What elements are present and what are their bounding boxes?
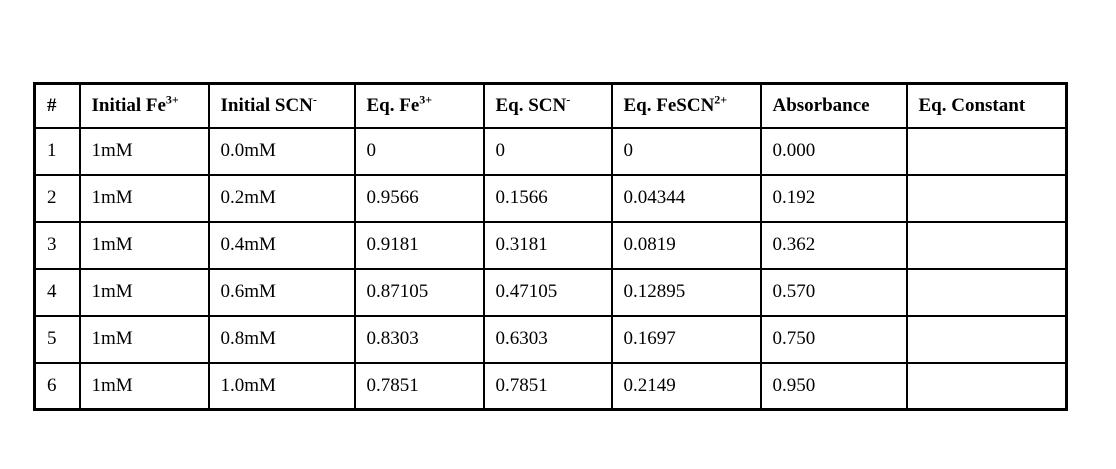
cell-initial-fe: 1mM xyxy=(78,361,210,411)
cell-initial-scn: 0.2mM xyxy=(207,173,356,223)
column-header-label: Eq. Fe xyxy=(366,94,420,116)
column-header-absorbance: Absorbance xyxy=(759,82,908,129)
cell-eq-fescn: 0.2149 xyxy=(610,361,762,411)
cell-eq-scn: 0.3181 xyxy=(482,220,613,270)
table-header: # Initial Fe3+ Initial SCN- Eq. Fe3+ Eq. SCN… xyxy=(33,82,1068,129)
cell-eq-fe: 0.9566 xyxy=(353,173,485,223)
cell-initial-fe: 1mM xyxy=(78,314,210,364)
cell-eq-constant xyxy=(905,173,1068,223)
cell-absorbance: 0.000 xyxy=(759,126,908,176)
cell-initial-scn: 0.8mM xyxy=(207,314,356,364)
cell-eq-fescn: 0.0819 xyxy=(610,220,762,270)
column-header-superscript: 2+ xyxy=(714,92,728,107)
column-header-eq-fescn: Eq. FeSCN2+ xyxy=(610,82,762,129)
cell-num: 1 xyxy=(33,126,81,176)
cell-eq-scn: 0.47105 xyxy=(482,267,613,317)
cell-eq-fe: 0.7851 xyxy=(353,361,485,411)
column-header-label: # xyxy=(47,94,57,116)
column-header-label: Initial Fe xyxy=(91,94,166,116)
table-row: 5 1mM 0.8mM 0.8303 0.6303 0.1697 0.750 xyxy=(33,314,1068,364)
cell-num: 3 xyxy=(33,220,81,270)
cell-eq-scn: 0.7851 xyxy=(482,361,613,411)
table-row: 4 1mM 0.6mM 0.87105 0.47105 0.12895 0.570 xyxy=(33,267,1068,317)
equilibrium-data-table: # Initial Fe3+ Initial SCN- Eq. Fe3+ Eq. SCN… xyxy=(33,82,1068,411)
cell-eq-constant xyxy=(905,361,1068,411)
cell-num: 2 xyxy=(33,173,81,223)
cell-eq-fe: 0.9181 xyxy=(353,220,485,270)
cell-eq-fe: 0.87105 xyxy=(353,267,485,317)
cell-eq-scn: 0.1566 xyxy=(482,173,613,223)
cell-initial-scn: 0.6mM xyxy=(207,267,356,317)
cell-absorbance: 0.950 xyxy=(759,361,908,411)
cell-initial-fe: 1mM xyxy=(78,126,210,176)
cell-eq-fescn: 0.04344 xyxy=(610,173,762,223)
cell-initial-scn: 1.0mM xyxy=(207,361,356,411)
column-header-label: Eq. SCN xyxy=(495,94,567,116)
cell-initial-fe: 1mM xyxy=(78,173,210,223)
cell-num: 5 xyxy=(33,314,81,364)
cell-eq-fescn: 0.12895 xyxy=(610,267,762,317)
table-body: 1 1mM 0.0mM 0 0 0 0.000 2 1mM 0.2mM 0.9566 0.1566 0.… xyxy=(33,126,1068,411)
cell-initial-fe: 1mM xyxy=(78,267,210,317)
cell-eq-constant xyxy=(905,220,1068,270)
cell-absorbance: 0.570 xyxy=(759,267,908,317)
cell-initial-fe: 1mM xyxy=(78,220,210,270)
cell-absorbance: 0.192 xyxy=(759,173,908,223)
cell-initial-scn: 0.0mM xyxy=(207,126,356,176)
cell-eq-fescn: 0.1697 xyxy=(610,314,762,364)
cell-eq-fescn: 0 xyxy=(610,126,762,176)
table-row: 1 1mM 0.0mM 0 0 0 0.000 xyxy=(33,126,1068,176)
column-header-label: Eq. FeSCN xyxy=(623,94,715,116)
table-row: 6 1mM 1.0mM 0.7851 0.7851 0.2149 0.950 xyxy=(33,361,1068,411)
column-header-label: Initial SCN xyxy=(220,94,313,116)
cell-absorbance: 0.362 xyxy=(759,220,908,270)
column-header-label: Absorbance xyxy=(772,94,870,116)
column-header-num: # xyxy=(33,82,81,129)
column-header-superscript: - xyxy=(566,92,571,107)
column-header-eq-fe: Eq. Fe3+ xyxy=(353,82,485,129)
column-header-superscript: 3+ xyxy=(165,92,179,107)
cell-eq-scn: 0.6303 xyxy=(482,314,613,364)
column-header-label: Eq. Constant xyxy=(918,94,1026,116)
cell-eq-constant xyxy=(905,267,1068,317)
cell-eq-constant xyxy=(905,126,1068,176)
cell-eq-constant xyxy=(905,314,1068,364)
column-header-initial-scn: Initial SCN- xyxy=(207,82,356,129)
cell-eq-fe: 0 xyxy=(353,126,485,176)
table-row: 2 1mM 0.2mM 0.9566 0.1566 0.04344 0.192 xyxy=(33,173,1068,223)
cell-num: 4 xyxy=(33,267,81,317)
cell-eq-scn: 0 xyxy=(482,126,613,176)
column-header-superscript: 3+ xyxy=(419,92,433,107)
header-row: # Initial Fe3+ Initial SCN- Eq. Fe3+ Eq. SCN… xyxy=(33,82,1068,129)
cell-eq-fe: 0.8303 xyxy=(353,314,485,364)
column-header-eq-constant: Eq. Constant xyxy=(905,82,1068,129)
column-header-eq-scn: Eq. SCN- xyxy=(482,82,613,129)
cell-absorbance: 0.750 xyxy=(759,314,908,364)
column-header-initial-fe: Initial Fe3+ xyxy=(78,82,210,129)
cell-num: 6 xyxy=(33,361,81,411)
table-row: 3 1mM 0.4mM 0.9181 0.3181 0.0819 0.362 xyxy=(33,220,1068,270)
cell-initial-scn: 0.4mM xyxy=(207,220,356,270)
column-header-superscript: - xyxy=(312,92,317,107)
